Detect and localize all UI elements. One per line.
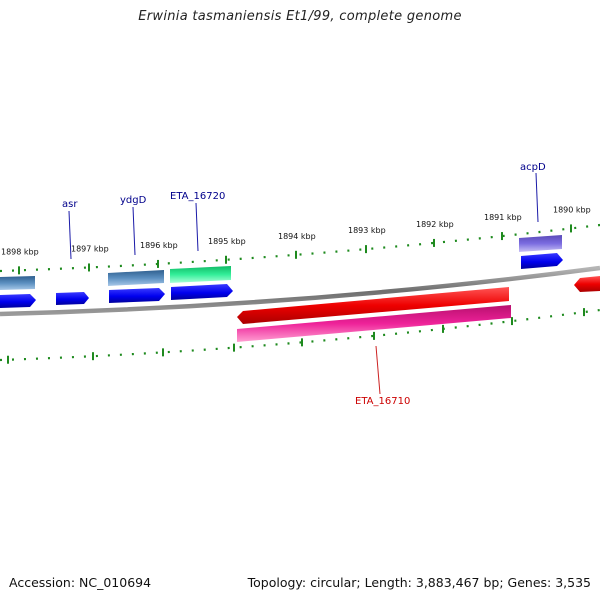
leader-ETA_16710: [375, 345, 381, 395]
feature-red-right-edge[interactable]: [574, 276, 600, 292]
genome-backbone: [0, 265, 600, 317]
ruler-label: 1894 kbp: [278, 232, 316, 241]
feature-ydgD[interactable]: [108, 270, 164, 286]
ruler-label: 1895 kbp: [208, 237, 246, 246]
cds-left-edge[interactable]: [0, 294, 36, 308]
cds-acpD[interactable]: [521, 253, 563, 269]
leader-acpD: [535, 172, 539, 223]
leader-asr: [68, 210, 72, 260]
ruler-label: 1892 kbp: [416, 220, 454, 229]
ruler-label: 1898 kbp: [1, 247, 39, 256]
feature-ETA_16720[interactable]: [170, 266, 231, 283]
feature-ETA_16710-red[interactable]: [237, 287, 509, 324]
ruler-label: 1896 kbp: [140, 241, 178, 250]
ruler-label: 1891 kbp: [484, 213, 522, 222]
label-ydgD: ydgD: [120, 195, 147, 206]
label-asr: asr: [62, 199, 78, 210]
feature-acpD[interactable]: [519, 235, 562, 252]
label-ETA_16720: ETA_16720: [170, 191, 225, 202]
genome-summary-text: Topology: circular; Length: 3,883,467 bp…: [247, 575, 591, 590]
genome-title: Erwinia tasmaniensis Et1/99, complete ge…: [138, 9, 462, 24]
ruler-label: 1890 kbp: [553, 205, 591, 214]
accession-text: Accession: NC_010694: [9, 575, 152, 590]
inner-ruler-ticks: [7, 308, 585, 364]
outer-ruler-track: [0, 223, 600, 273]
ruler-labels: 1898 kbp 1897 kbp 1896 kbp 1895 kbp 1894 kbp…: [1, 205, 591, 256]
cds-ydgD[interactable]: [109, 288, 165, 303]
leader-ydgD: [132, 206, 136, 256]
ruler-label: 1897 kbp: [71, 244, 109, 253]
ruler-label: 1893 kbp: [348, 226, 386, 235]
cds-asr[interactable]: [56, 292, 89, 305]
inner-ruler-track: [0, 308, 600, 362]
label-ETA_16710: ETA_16710: [355, 396, 410, 407]
feature-steelblue-left[interactable]: [0, 276, 35, 290]
outer-ruler-ticks: [18, 224, 572, 275]
feature-ETA_16710-pink[interactable]: [237, 305, 511, 342]
cds-ETA_16720[interactable]: [171, 284, 233, 300]
leader-ETA_16720: [195, 202, 199, 252]
label-acpD: acpD: [520, 162, 546, 173]
